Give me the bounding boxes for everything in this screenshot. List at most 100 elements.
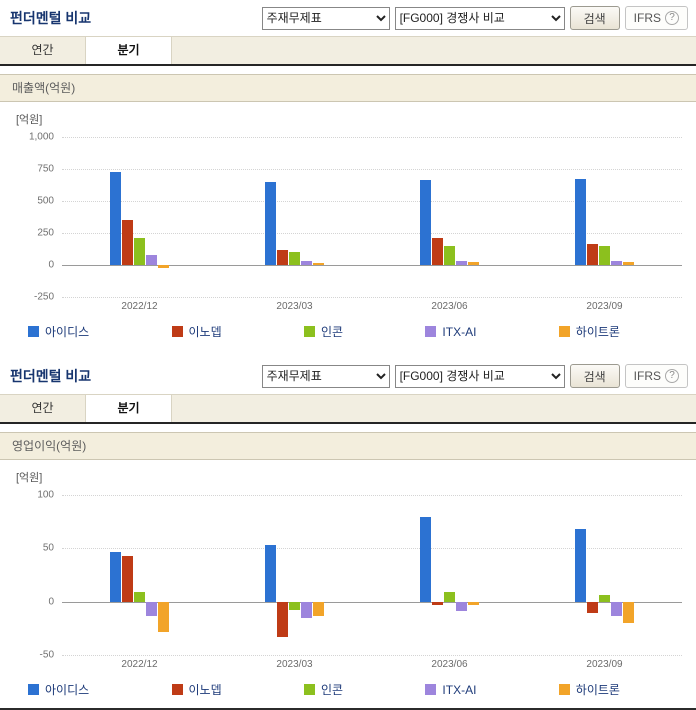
x-axis-label: 2023/06 bbox=[431, 659, 468, 670]
tab-annual[interactable]: 연간 bbox=[0, 395, 86, 422]
gridline bbox=[62, 137, 682, 138]
search-button[interactable]: 검색 bbox=[569, 364, 620, 388]
help-icon[interactable]: ? bbox=[665, 11, 679, 25]
legend-swatch bbox=[303, 684, 315, 695]
search-button[interactable]: 검색 bbox=[569, 6, 620, 30]
compare-select[interactable]: [FG000] 경쟁사 비교 bbox=[394, 364, 565, 388]
bar-ITX-AI-2023/03 bbox=[301, 261, 312, 265]
bar-이노뎁-2022/12 bbox=[122, 555, 133, 602]
panel-header: 펀더멘털 비교 주재무제표 [FG000] 경쟁사 비교 검색 IFRS ? bbox=[0, 358, 696, 394]
bar-ITX-AI-2023/09 bbox=[611, 260, 622, 265]
bar-인콘-2023/09 bbox=[599, 595, 610, 602]
bar-ITX-AI-2023/09 bbox=[611, 601, 622, 616]
bar-인콘-2022/12 bbox=[134, 592, 145, 602]
section-title-bar: 매출액(억원) bbox=[0, 74, 696, 102]
x-axis-label: 2022/12 bbox=[121, 659, 158, 670]
bar-인콘-2023/09 bbox=[599, 245, 610, 265]
tab-bar: 연간 분기 bbox=[0, 394, 696, 424]
gridline bbox=[62, 655, 682, 656]
ifrs-label: IFRS bbox=[633, 11, 661, 25]
plot-area: 100 50 0 -50 bbox=[37, 490, 682, 661]
legend-item-인콘: 인콘 bbox=[303, 323, 343, 340]
section-title: 매출액(억원) bbox=[12, 81, 76, 95]
gridline bbox=[62, 169, 682, 170]
legend-label: 하이트론 bbox=[575, 325, 620, 339]
y-axis-tick-label: 250 bbox=[37, 227, 54, 239]
y-axis-tick-label: 50 bbox=[42, 542, 54, 554]
x-axis-label: 2022/12 bbox=[121, 301, 158, 312]
legend-item-하이트론: 하이트론 bbox=[558, 323, 620, 340]
bar-하이트론-2023/09 bbox=[623, 601, 634, 623]
bar-ITX-AI-2023/03 bbox=[301, 601, 312, 618]
legend-swatch bbox=[171, 684, 183, 695]
toolbar: 주재무제표 [FG000] 경쟁사 비교 검색 IFRS ? bbox=[261, 364, 688, 388]
legend-label: 아이디스 bbox=[45, 325, 90, 339]
bar-하이트론-2023/06 bbox=[468, 262, 479, 265]
ifrs-badge[interactable]: IFRS ? bbox=[624, 364, 688, 388]
bar-아이디스-2022/12 bbox=[110, 551, 121, 602]
legend-label: ITX-AI bbox=[442, 324, 477, 339]
legend: 아이디스 이노뎁 인콘 ITX-AI 하이트론 bbox=[0, 316, 696, 350]
ifrs-label: IFRS bbox=[633, 369, 661, 383]
tab-bar: 연간 분기 bbox=[0, 36, 696, 66]
gridline bbox=[62, 548, 682, 550]
y-axis-tick-label: 750 bbox=[37, 163, 54, 175]
legend-swatch bbox=[171, 326, 183, 337]
tab-quarterly[interactable]: 분기 bbox=[86, 395, 172, 422]
section-title-bar: 영업이익(억원) bbox=[0, 432, 696, 460]
bar-인콘-2023/03 bbox=[289, 601, 300, 611]
legend-item-이노뎁: 이노뎁 bbox=[171, 323, 222, 340]
bar-아이디스-2023/09 bbox=[575, 529, 586, 602]
legend-swatch bbox=[425, 326, 437, 337]
compare-select[interactable]: [FG000] 경쟁사 비교 bbox=[394, 6, 565, 30]
help-icon[interactable]: ? bbox=[665, 369, 679, 383]
bar-이노뎁-2023/06 bbox=[432, 601, 443, 605]
bar-ITX-AI-2023/06 bbox=[456, 601, 467, 612]
statement-select[interactable]: 주재무제표 bbox=[261, 364, 390, 388]
chart-revenue: [억원] 1,000 750 500 250 0 -250 2022/12 2023/03 2… bbox=[0, 102, 696, 350]
bar-이노뎁-2023/06 bbox=[432, 237, 443, 265]
bar-이노뎁-2023/09 bbox=[587, 243, 598, 265]
tab-annual[interactable]: 연간 bbox=[0, 37, 86, 64]
bar-인콘-2023/03 bbox=[289, 251, 300, 265]
statement-select[interactable]: 주재무제표 bbox=[261, 6, 390, 30]
x-axis-label: 2023/06 bbox=[431, 301, 468, 312]
legend-swatch bbox=[303, 326, 315, 337]
bar-인콘-2022/12 bbox=[134, 238, 145, 265]
tab-quarterly[interactable]: 분기 bbox=[86, 37, 172, 64]
y-axis-tick-label: 0 bbox=[48, 259, 54, 271]
bar-하이트론-2022/12 bbox=[158, 601, 169, 632]
unit-label: [억원] bbox=[16, 114, 43, 126]
y-axis-tick-label: 500 bbox=[37, 195, 54, 207]
zero-axis-line bbox=[62, 265, 682, 266]
y-axis-tick-label: 1,000 bbox=[28, 131, 54, 143]
legend-item-아이디스: 아이디스 bbox=[28, 323, 89, 340]
panel-revenue: 펀더멘털 비교 주재무제표 [FG000] 경쟁사 비교 검색 IFRS ? 연… bbox=[0, 0, 696, 350]
gridline bbox=[62, 201, 682, 202]
bar-하이트론-2022/12 bbox=[158, 265, 169, 268]
x-axis-label: 2023/09 bbox=[586, 659, 623, 670]
panel-header: 펀더멘털 비교 주재무제표 [FG000] 경쟁사 비교 검색 IFRS ? bbox=[0, 0, 696, 36]
x-axis-label: 2023/09 bbox=[586, 301, 623, 312]
legend-swatch bbox=[558, 326, 570, 337]
ifrs-badge[interactable]: IFRS ? bbox=[624, 6, 688, 30]
panel-operating-profit: 펀더멘털 비교 주재무제표 [FG000] 경쟁사 비교 검색 IFRS ? 연… bbox=[0, 358, 696, 708]
bar-하이트론-2023/03 bbox=[313, 263, 324, 265]
bar-인콘-2023/06 bbox=[444, 246, 455, 265]
bar-이노뎁-2023/09 bbox=[587, 601, 598, 614]
section-title: 영업이익(억원) bbox=[12, 439, 87, 453]
y-axis-tick-label: -250 bbox=[33, 291, 54, 303]
bar-아이디스-2023/06 bbox=[420, 517, 431, 602]
legend-item-ITX-AI: ITX-AI bbox=[425, 323, 476, 340]
page-title: 펀더멘털 비교 bbox=[10, 10, 92, 26]
zero-axis-line bbox=[62, 601, 682, 603]
x-axis: 2022/12 2023/03 2023/06 2023/09 bbox=[62, 656, 682, 674]
plot-area: 1,000 750 500 250 0 -250 bbox=[29, 132, 682, 303]
legend-swatch bbox=[28, 684, 39, 695]
bar-아이디스-2023/09 bbox=[575, 179, 586, 265]
unit-label: [억원] bbox=[16, 472, 43, 484]
y-axis-tick-label: -50 bbox=[39, 649, 54, 661]
legend-label: ITX-AI bbox=[442, 682, 477, 697]
gridline bbox=[62, 233, 682, 234]
